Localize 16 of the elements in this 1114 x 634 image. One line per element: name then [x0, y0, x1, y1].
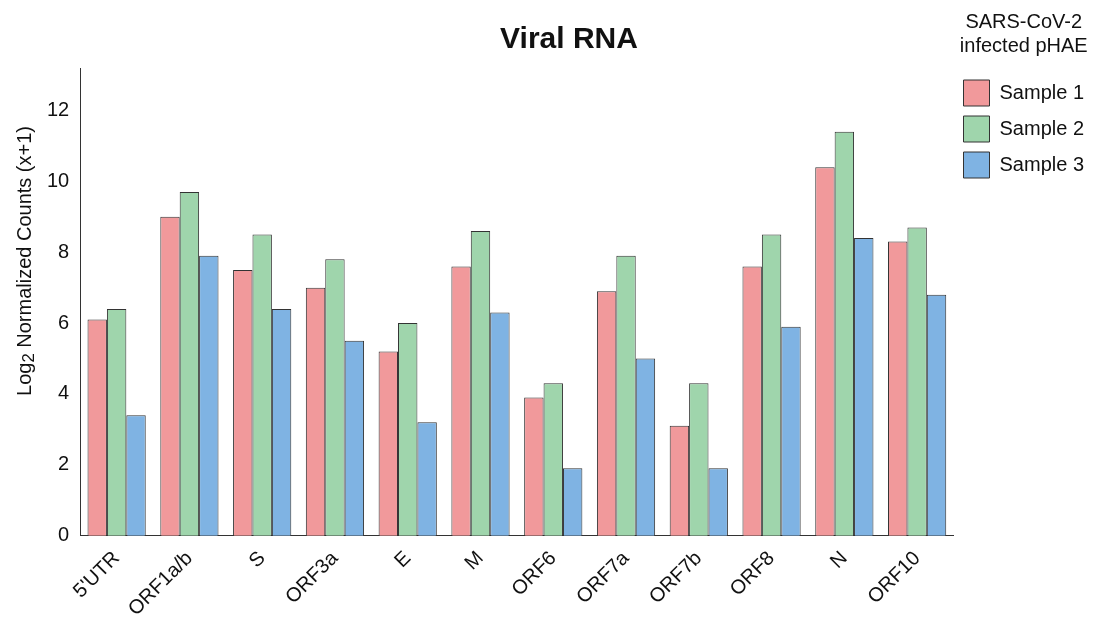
x-tick-label: E [389, 546, 415, 572]
y-tick-label: 2 [58, 452, 70, 475]
x-tick-label: N [825, 546, 852, 573]
x-tick-label: M [459, 546, 488, 574]
y-tick-label: 12 [47, 98, 70, 121]
legend-title: SARS-CoV-2 infected pHAE [959, 9, 1088, 56]
chart-title: Viral RNA [500, 21, 638, 55]
legend-label: Sample 1 [999, 80, 1085, 103]
legend-label: Sample 2 [999, 116, 1085, 139]
legend-label: Sample 3 [999, 152, 1085, 175]
x-tick-label: S [243, 546, 269, 572]
y-tick-label: 6 [58, 310, 70, 333]
y-tick-label: 10 [47, 168, 70, 191]
y-tick-label: 4 [58, 381, 70, 404]
y-tick-label: 0 [58, 523, 70, 546]
y-tick-label: 8 [58, 239, 70, 262]
